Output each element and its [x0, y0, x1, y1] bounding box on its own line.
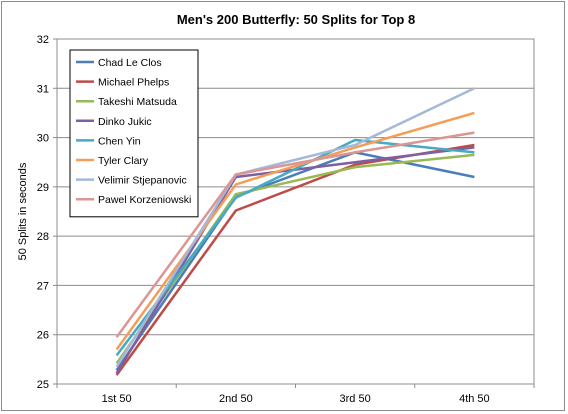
- series-line: [115, 151, 475, 371]
- legend: Chad Le Clos Michael Phelps Takeshi Matsud…: [69, 49, 199, 218]
- x-tick-label: 2nd 50: [219, 393, 253, 405]
- series-line: [115, 87, 475, 368]
- legend-label: Chen Yin: [98, 135, 141, 147]
- series-line: [115, 111, 475, 351]
- x-tick-label: 4th 50: [459, 393, 490, 405]
- y-tick-label: 27: [37, 280, 49, 292]
- y-tick-label: 30: [37, 133, 49, 145]
- y-axis-ticks: 25 26 27 28 29 30 31 32: [37, 34, 57, 391]
- series-line: [115, 138, 475, 357]
- y-tick-label: 32: [37, 34, 49, 46]
- y-tick-label: 26: [37, 330, 49, 342]
- x-tick-label: 1st 50: [102, 393, 132, 405]
- y-tick-label: 28: [37, 231, 49, 243]
- legend-label: Chad Le Clos: [98, 57, 162, 69]
- x-axis-ticks: 1st 50 2nd 50 3rd 50 4th 50: [56, 384, 535, 405]
- chart-title: Men's 200 Butterfly: 50 Splits for Top 8: [177, 12, 415, 27]
- y-axis-title: 50 Splits in seconds: [17, 162, 29, 260]
- y-tick-label: 31: [37, 83, 49, 95]
- legend-box: [69, 49, 199, 218]
- legend-label: Michael Phelps: [98, 77, 169, 89]
- x-tick-label: 3rd 50: [340, 393, 371, 405]
- y-tick-label: 29: [37, 182, 49, 194]
- legend-label: Dinko Jukic: [98, 116, 152, 128]
- legend-label: Takeshi Matsuda: [98, 96, 177, 108]
- y-tick-label: 25: [37, 379, 49, 391]
- series-lines: [115, 87, 475, 376]
- series-line: [115, 131, 475, 338]
- legend-label: Velimir Stjepanovic: [98, 175, 187, 187]
- legend-label: Pawel Korzeniowski: [98, 194, 191, 206]
- series-line: [115, 153, 475, 365]
- legend-label: Tyler Clary: [98, 155, 149, 167]
